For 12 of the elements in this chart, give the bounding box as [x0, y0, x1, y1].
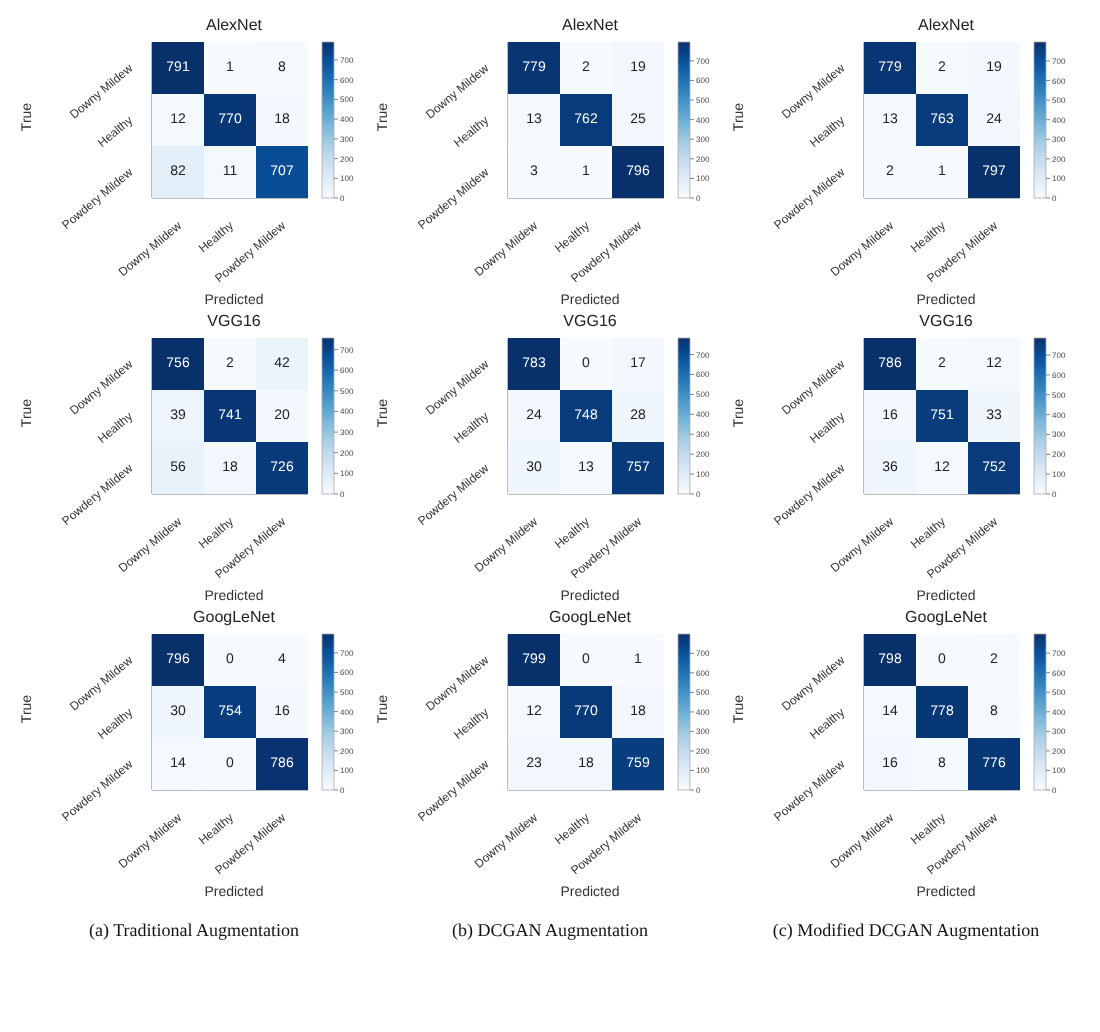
- chart-title: AlexNet: [205, 16, 262, 34]
- text: (b) DCGAN Augmentation: [452, 920, 648, 940]
- chart-title: GoogLeNet: [193, 608, 275, 626]
- text: (a) Traditional Augmentation: [89, 920, 299, 940]
- chart-title: AlexNet: [917, 16, 974, 34]
- text: (c) Modified DCGAN Augmentation: [772, 920, 1040, 940]
- chart-title: AlexNet: [561, 16, 618, 34]
- chart-title: GoogLeNet: [905, 608, 987, 626]
- chart-title: VGG16: [919, 312, 973, 330]
- chart-title: VGG16: [207, 312, 261, 330]
- chart-title: GoogLeNet: [549, 608, 631, 626]
- chart-title: VGG16: [563, 312, 617, 330]
